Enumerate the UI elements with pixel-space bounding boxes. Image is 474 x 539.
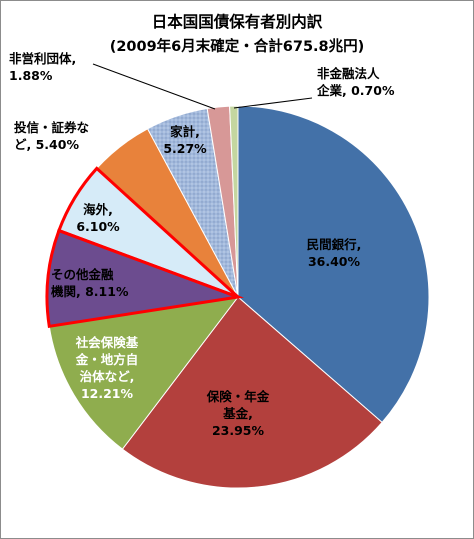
slice-nonfinancial-corp [229,105,239,298]
chart-title: 日本国国債保有者別内訳 [152,12,323,31]
label-investment-trusts: 投信・証券など, 5.40% [14,120,89,152]
slice-private-banks [237,105,430,424]
data-labels-layer: 民間銀行, 36.40% 保険・年金基金, 23.95% 社会保険基金・地方自治体など,… [9,51,395,438]
label-insurance-pension: 保険・年金基金, 23.95% [206,389,270,438]
chart-subtitle: (2009年6月末確定・合計675.8兆円) [110,37,365,55]
label-other-financial: その他金融機関, 8.11% [51,267,129,299]
label-households: 家計, 5.27% [163,124,207,156]
slice-insurance-pension [121,296,383,489]
slice-other-financial-highlight-outline [45,228,244,329]
leader-lines-layer [92,63,313,110]
label-private-banks: 民間銀行, 36.40% [307,237,362,269]
slice-social-security-local-gov [48,296,240,450]
label-social-security-local-gov: 社会保険基金・地方自治体など, 12.21% [75,335,139,401]
label-nonfinancial-corp: 非金融法人企業, 0.70% [316,66,395,98]
slices-layer [45,105,430,489]
label-overseas: 海外, 6.10% [76,202,120,234]
label-nonprofit: 非営利団体, 1.88% [9,51,76,83]
label-nonfinancial-corp-leader-line [233,97,313,109]
slice-overseas-highlight-outline [57,166,240,299]
label-nonprofit-leader-line [92,63,216,110]
